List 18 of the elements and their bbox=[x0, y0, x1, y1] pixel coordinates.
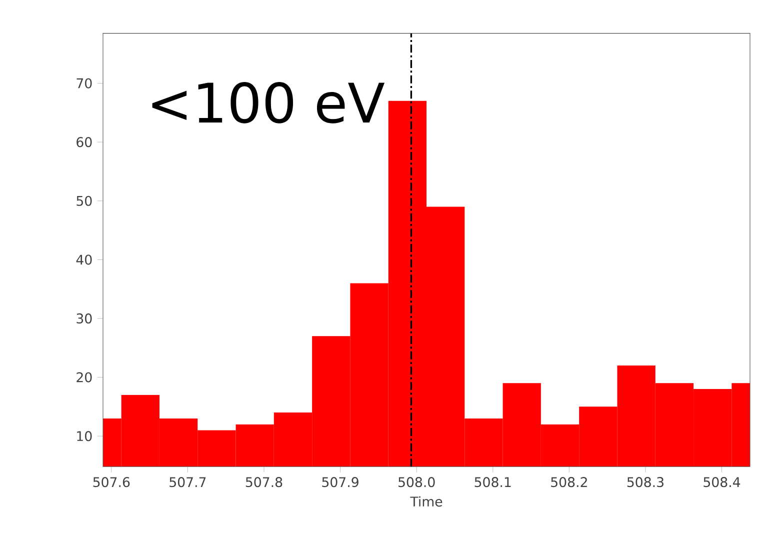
y-tick-label: 30 bbox=[76, 313, 92, 324]
y-tick-label: 10 bbox=[77, 431, 92, 442]
x-tick-label: 507.8 bbox=[246, 477, 282, 488]
y-tick-label: 60 bbox=[76, 137, 92, 148]
x-tick-label: 508.1 bbox=[474, 477, 511, 488]
y-tick-label: 20 bbox=[76, 372, 92, 382]
annotation: <100 eV bbox=[152, 82, 385, 124]
x-tick-label: 508.3 bbox=[627, 477, 664, 488]
y-tick-label: 70 bbox=[76, 78, 92, 88]
x-tick-label: 508.2 bbox=[551, 477, 587, 488]
y-tick-label: 40 bbox=[76, 254, 92, 265]
x-tick-label: 507.9 bbox=[322, 477, 358, 488]
x-tick-label: 507.6 bbox=[93, 477, 130, 488]
x-tick-label: 507.7 bbox=[170, 477, 206, 488]
y-tick-label: 50 bbox=[76, 196, 92, 206]
x-tick-label: 508.4 bbox=[704, 477, 740, 488]
x-tick-label: 508.0 bbox=[398, 477, 435, 488]
x-axis-title: Time bbox=[410, 496, 442, 507]
